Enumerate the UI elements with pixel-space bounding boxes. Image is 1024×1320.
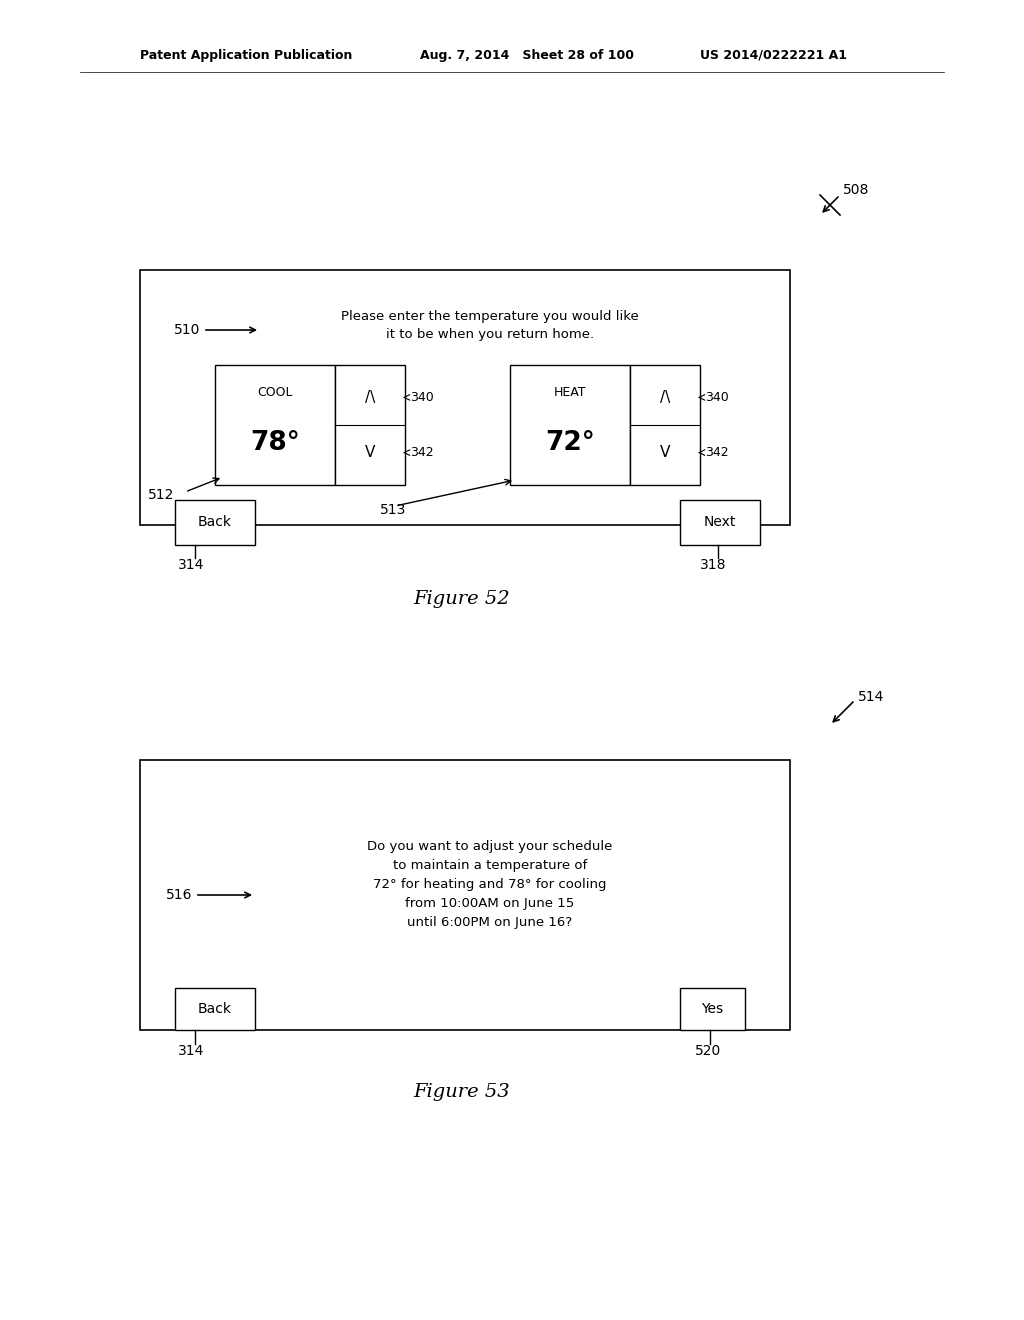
Text: 514: 514 [858,690,885,704]
Text: /\: /\ [365,389,375,405]
Text: Back: Back [198,1002,232,1016]
Text: 508: 508 [843,183,869,197]
Text: 314: 314 [178,558,205,572]
Text: 78°: 78° [250,430,300,455]
Bar [510,366,630,484]
Bar [175,987,255,1030]
Text: 340: 340 [705,391,729,404]
Text: US 2014/0222221 A1: US 2014/0222221 A1 [700,49,847,62]
Text: Do you want to adjust your schedule
to maintain a temperature of
72° for heating: Do you want to adjust your schedule to m… [368,840,612,929]
Text: 340: 340 [410,391,434,404]
Text: 510: 510 [174,323,200,337]
Text: Patent Application Publication: Patent Application Publication [140,49,352,62]
Text: V: V [365,445,375,461]
Text: V: V [659,445,670,461]
Bar [335,366,406,484]
Text: 342: 342 [705,446,729,459]
Text: 512: 512 [148,488,174,502]
Text: 314: 314 [178,1044,205,1059]
Text: Next: Next [703,515,736,529]
Text: Aug. 7, 2014   Sheet 28 of 100: Aug. 7, 2014 Sheet 28 of 100 [420,49,634,62]
Text: 72°: 72° [545,430,595,455]
Text: COOL: COOL [257,387,293,400]
Text: 513: 513 [380,503,407,517]
Text: 318: 318 [700,558,726,572]
Bar [680,500,760,545]
Text: 516: 516 [166,888,193,902]
Text: /\: /\ [659,389,670,405]
Bar [140,271,790,525]
Bar [175,500,255,545]
Text: 342: 342 [410,446,433,459]
Text: Please enter the temperature you would like
it to be when you return home.: Please enter the temperature you would l… [341,310,639,341]
Bar [215,366,335,484]
Bar [630,366,700,484]
Text: Figure 52: Figure 52 [414,590,510,609]
Text: 520: 520 [695,1044,721,1059]
Text: HEAT: HEAT [554,387,587,400]
Text: Figure 53: Figure 53 [414,1082,510,1101]
Text: Yes: Yes [701,1002,723,1016]
Text: Back: Back [198,515,232,529]
Bar [680,987,745,1030]
Bar [140,760,790,1030]
